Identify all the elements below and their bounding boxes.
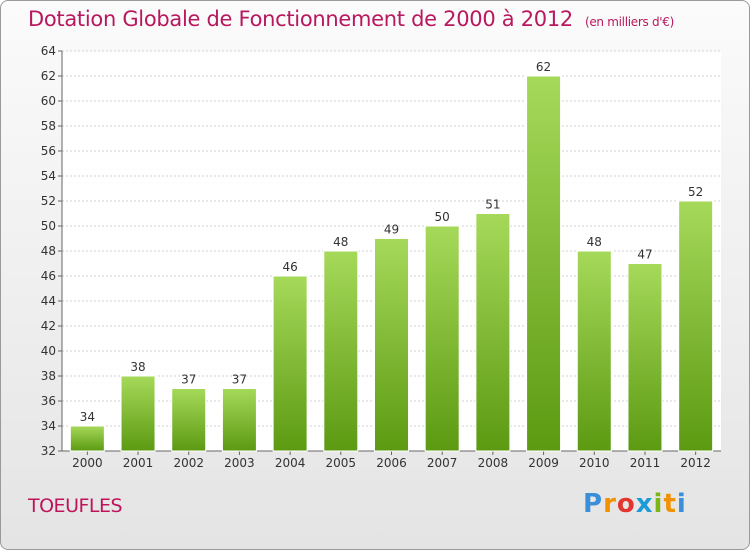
bar-value-label: 34: [80, 410, 95, 424]
y-tick-label: 58: [41, 119, 56, 133]
bar: [272, 275, 308, 452]
bar-value-label: 37: [232, 373, 247, 387]
bar: [69, 425, 105, 452]
bar: [475, 213, 511, 452]
bar-value-label: 48: [587, 235, 602, 249]
bar: [374, 238, 409, 452]
y-tick-label: 52: [41, 194, 56, 208]
bar: [678, 200, 714, 452]
y-tick-label: 40: [41, 344, 56, 358]
y-tick-label: 54: [41, 169, 56, 183]
bar-value-label: 49: [384, 223, 399, 237]
x-tick-label: 2007: [427, 456, 458, 470]
town-name: TOEUFLES: [28, 495, 123, 517]
y-tick-label: 32: [41, 444, 56, 458]
bar-value-label: 37: [181, 373, 196, 387]
bar-value-label: 51: [485, 198, 500, 212]
x-tick-label: 2006: [376, 456, 407, 470]
chart-title: Dotation Globale de Fonctionnement de 20…: [28, 7, 674, 31]
bar-value-label: 50: [435, 210, 450, 224]
bar: [221, 388, 257, 452]
x-tick-label: 2004: [275, 456, 306, 470]
bar-value-label: 52: [688, 185, 703, 199]
bar-value-label: 47: [637, 248, 652, 262]
y-tick-label: 50: [41, 219, 56, 233]
proxiti-logo: Proxiti: [583, 489, 687, 519]
bar-value-label: 48: [333, 235, 348, 249]
x-tick-label: 2011: [630, 456, 661, 470]
y-tick-label: 62: [41, 69, 56, 83]
y-tick-label: 60: [41, 94, 56, 108]
bar-value-label: 62: [536, 60, 551, 74]
labels: 32 34 36 38 40 42 44 46 48 50 52 54 56 58 60 62 64 34 2000…: [41, 44, 711, 470]
bars: [69, 75, 714, 452]
bar: [627, 263, 663, 452]
y-tick-label: 44: [41, 294, 56, 308]
y-tick-label: 56: [41, 144, 56, 158]
bar-value-label: 46: [282, 260, 297, 274]
x-tick-label: 2000: [72, 456, 103, 470]
x-tick-label: 2008: [478, 456, 509, 470]
x-tick-label: 2012: [680, 456, 711, 470]
x-tick-label: 2005: [326, 456, 357, 470]
y-tick-label: 36: [41, 394, 56, 408]
chart-title-text: Dotation Globale de Fonctionnement de 20…: [28, 7, 573, 31]
y-tick-label: 46: [41, 269, 56, 283]
y-tick-label: 34: [41, 419, 56, 433]
x-tick-label: 2003: [224, 456, 255, 470]
x-tick-label: 2001: [123, 456, 154, 470]
bar: [120, 375, 156, 452]
bar: [526, 75, 562, 452]
chart-subtitle: (en milliers d'€): [584, 15, 674, 29]
y-tick-label: 42: [41, 319, 56, 333]
bar: [171, 388, 207, 452]
y-tick-label: 38: [41, 369, 56, 383]
x-tick-label: 2009: [528, 456, 559, 470]
bar-value-label: 38: [130, 360, 145, 374]
bar: [424, 225, 460, 452]
y-tick-label: 48: [41, 244, 56, 258]
bar: [323, 250, 359, 452]
x-tick-label: 2002: [173, 456, 204, 470]
x-tick-label: 2010: [579, 456, 610, 470]
y-tick-label: 64: [41, 44, 56, 58]
bar: [576, 250, 612, 452]
